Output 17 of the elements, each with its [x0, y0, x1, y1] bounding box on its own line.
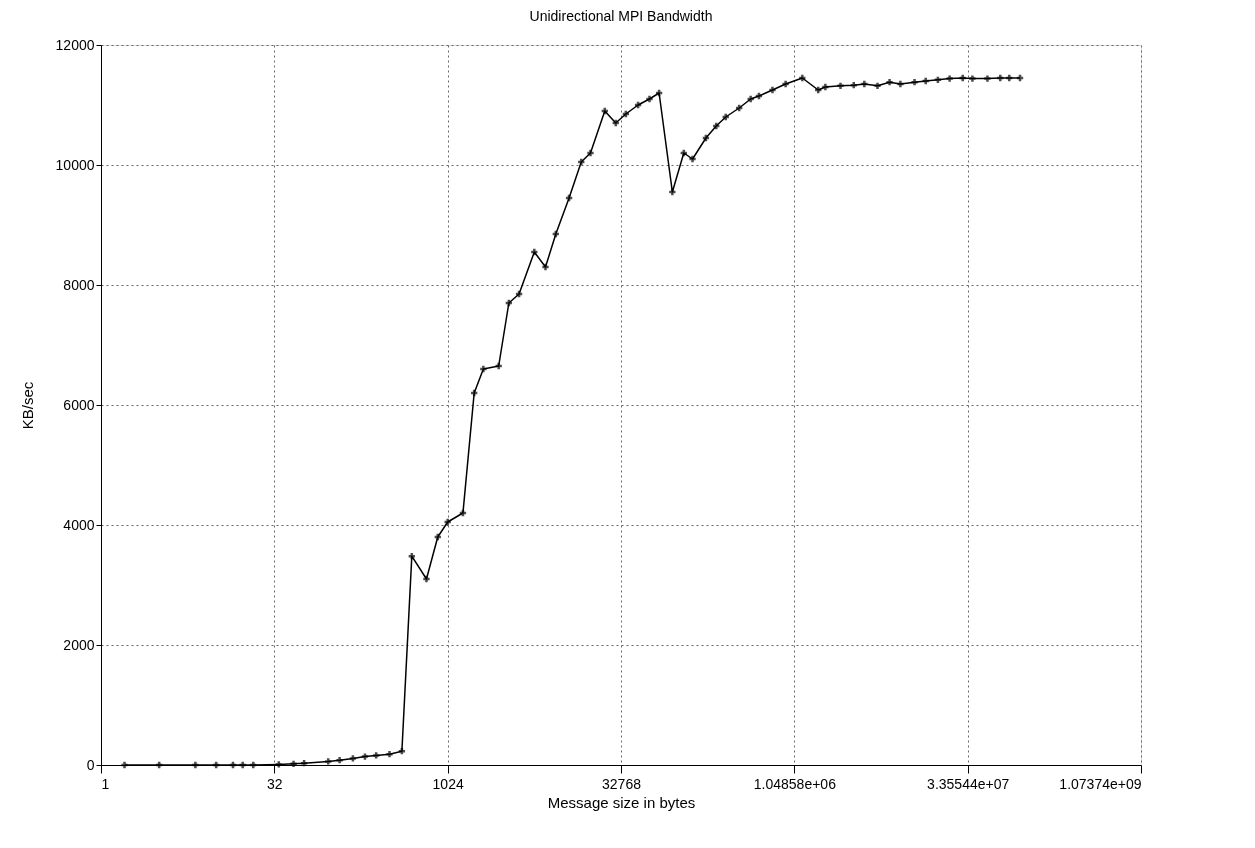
x-tick-label: 32768	[602, 775, 642, 792]
y-axis-title: KB/sec	[18, 381, 36, 430]
x-tick-label: 1	[101, 775, 110, 792]
x-tick-label: 32	[267, 775, 283, 792]
y-tick-label: 0	[86, 756, 95, 773]
x-axis-title: Message size in bytes	[547, 793, 696, 811]
x-tick-label: 1.04858e+06	[753, 775, 837, 792]
y-tick-label: 4000	[63, 516, 95, 533]
chart-title: Unidirectional MPI Bandwidth	[529, 8, 713, 24]
x-tick-label: 3.35544e+07	[927, 775, 1010, 792]
y-tick-label: 8000	[63, 276, 95, 293]
y-tick-label: 10000	[55, 156, 95, 173]
x-tick-label: 1024	[432, 775, 464, 792]
y-tick-label: 2000	[63, 636, 95, 653]
x-tick-label: 1.07374e+09	[1059, 775, 1142, 792]
y-tick-label: 12000	[55, 36, 95, 53]
y-tick-label: 6000	[63, 396, 95, 413]
